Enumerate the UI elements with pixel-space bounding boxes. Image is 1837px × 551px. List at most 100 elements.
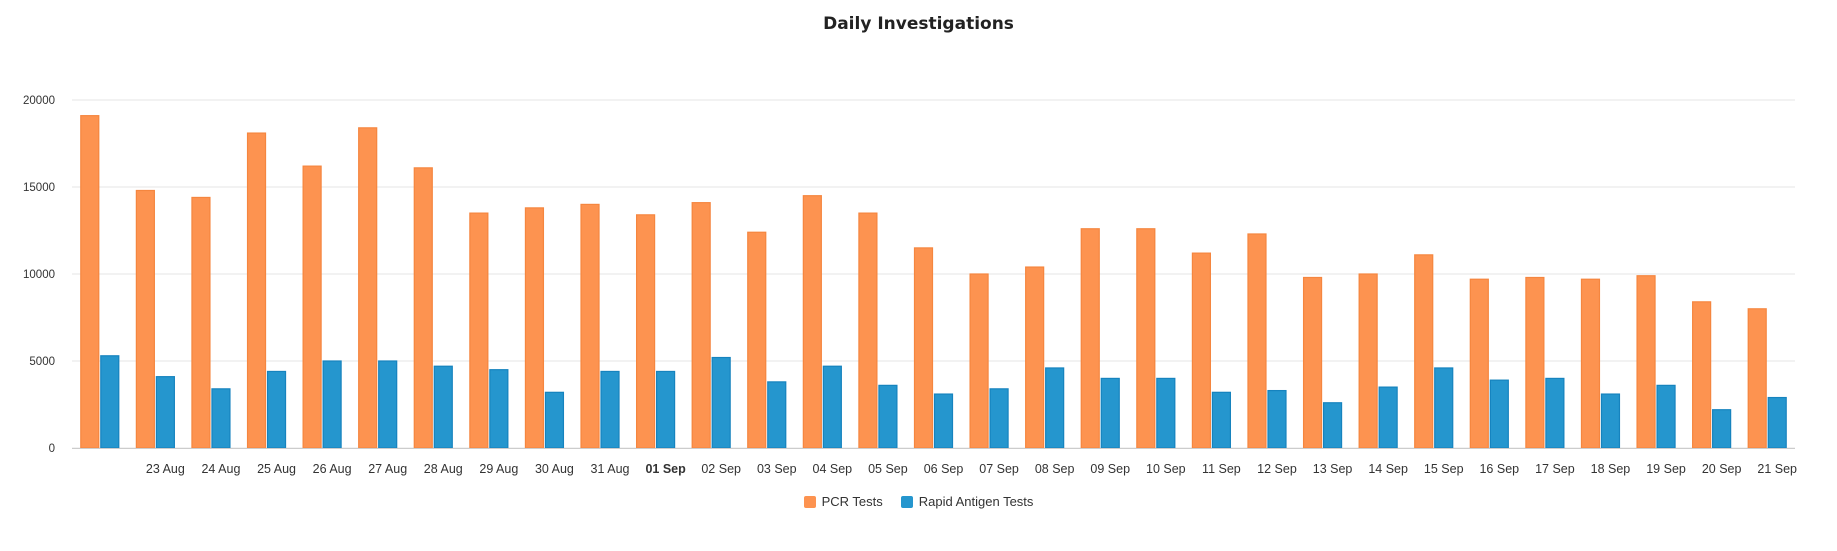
pcr-bar[interactable] bbox=[802, 195, 822, 449]
y-tick-label: 10000 bbox=[23, 269, 55, 281]
x-tick-label: 07 Sep bbox=[979, 462, 1019, 476]
pcr-bar[interactable] bbox=[747, 231, 767, 449]
rapid-antigen-bar[interactable] bbox=[266, 370, 287, 449]
pcr-bar[interactable] bbox=[1247, 233, 1267, 449]
rapid-antigen-bar[interactable] bbox=[1211, 391, 1232, 449]
y-axis: 0 5000 10000 15000 20000 bbox=[23, 95, 55, 455]
rapid-antigen-bar[interactable] bbox=[1267, 389, 1287, 449]
rapid-antigen-bar[interactable] bbox=[544, 391, 565, 449]
rapid-antigen-bar[interactable] bbox=[1656, 384, 1676, 449]
pcr-bar[interactable] bbox=[469, 212, 489, 449]
rapid-antigen-bar[interactable] bbox=[1600, 393, 1621, 449]
pcr-bar[interactable] bbox=[1692, 301, 1712, 449]
rapid-antigen-bar[interactable] bbox=[489, 369, 509, 449]
pcr-bar[interactable] bbox=[524, 207, 545, 449]
rapid-antigen-bar[interactable] bbox=[1045, 367, 1065, 449]
legend-item[interactable]: Rapid Antigen Tests bbox=[900, 494, 1033, 509]
legend-label: PCR Tests bbox=[821, 494, 883, 509]
rapid-antigen-bar[interactable] bbox=[1434, 367, 1454, 449]
x-tick-label: 14 Sep bbox=[1368, 462, 1408, 476]
x-tick-label: 09 Sep bbox=[1090, 462, 1130, 476]
x-tick-label: 31 Aug bbox=[591, 462, 630, 476]
x-tick-label: 30 Aug bbox=[535, 462, 574, 476]
x-tick-label: 13 Sep bbox=[1313, 462, 1353, 476]
pcr-bar[interactable] bbox=[1414, 254, 1434, 449]
x-tick-label: 10 Sep bbox=[1146, 462, 1186, 476]
pcr-bar[interactable] bbox=[80, 115, 100, 449]
pcr-bar[interactable] bbox=[691, 202, 711, 449]
x-tick-label: 12 Sep bbox=[1257, 462, 1297, 476]
pcr-bar[interactable] bbox=[1136, 228, 1156, 449]
x-tick-label: 29 Aug bbox=[479, 462, 518, 476]
rapid-antigen-bar[interactable] bbox=[655, 370, 676, 449]
pcr-bar[interactable] bbox=[969, 273, 989, 449]
rapid-antigen-bar[interactable] bbox=[600, 370, 620, 449]
legend-swatch bbox=[803, 495, 816, 508]
x-tick-label: 11 Sep bbox=[1202, 462, 1241, 476]
rapid-antigen-bar[interactable] bbox=[322, 360, 342, 449]
rapid-antigen-bar[interactable] bbox=[1545, 377, 1565, 449]
x-tick-label: 04 Sep bbox=[813, 462, 853, 476]
rapid-antigen-bar[interactable] bbox=[989, 388, 1009, 449]
rapid-antigen-bar[interactable] bbox=[378, 360, 398, 449]
rapid-antigen-bar[interactable] bbox=[1100, 377, 1120, 449]
x-tick-label: 21 Sep bbox=[1757, 462, 1797, 476]
pcr-bar[interactable] bbox=[1191, 252, 1212, 449]
pcr-bar[interactable] bbox=[1469, 278, 1489, 449]
y-tick-label: 20000 bbox=[23, 95, 55, 107]
pcr-bar[interactable] bbox=[858, 212, 878, 449]
pcr-bar[interactable] bbox=[1025, 266, 1045, 449]
rapid-antigen-bar[interactable] bbox=[211, 388, 231, 449]
legend: PCR Tests Rapid Antigen Tests bbox=[0, 494, 1837, 509]
pcr-bar[interactable] bbox=[358, 127, 378, 449]
y-tick-label: 5000 bbox=[29, 356, 55, 368]
rapid-antigen-bar[interactable] bbox=[433, 365, 453, 449]
pcr-bar[interactable] bbox=[1636, 275, 1656, 449]
rapid-antigen-bar[interactable] bbox=[155, 376, 175, 449]
pcr-bar[interactable] bbox=[913, 247, 934, 449]
x-tick-label: 08 Sep bbox=[1035, 462, 1075, 476]
rapid-antigen-bar[interactable] bbox=[767, 381, 787, 449]
rapid-antigen-bar[interactable] bbox=[933, 393, 954, 449]
pcr-bar[interactable] bbox=[1747, 308, 1767, 449]
rapid-antigen-bar[interactable] bbox=[1712, 409, 1732, 449]
pcr-bar[interactable] bbox=[1580, 278, 1601, 449]
x-tick-label: 05 Sep bbox=[868, 462, 908, 476]
rapid-antigen-bar[interactable] bbox=[1489, 379, 1509, 449]
rapid-antigen-bar[interactable] bbox=[1378, 386, 1398, 449]
rapid-antigen-bar[interactable] bbox=[1322, 402, 1343, 449]
x-tick-label: 19 Sep bbox=[1646, 462, 1686, 476]
pcr-bar[interactable] bbox=[135, 189, 155, 449]
x-tick-label: 02 Sep bbox=[701, 462, 741, 476]
x-tick-label: 03 Sep bbox=[757, 462, 797, 476]
x-tick-label: 24 Aug bbox=[201, 462, 240, 476]
x-tick-label: 23 Aug bbox=[146, 462, 185, 476]
x-tick-label: 26 Aug bbox=[313, 462, 352, 476]
x-tick-label: 16 Sep bbox=[1479, 462, 1519, 476]
pcr-bar[interactable] bbox=[580, 203, 600, 449]
rapid-antigen-bar[interactable] bbox=[711, 356, 731, 449]
x-tick-label: 15 Sep bbox=[1424, 462, 1464, 476]
x-tick-label: 20 Sep bbox=[1702, 462, 1742, 476]
x-tick-label: 01 Sep bbox=[645, 462, 686, 476]
x-tick-label: 17 Sep bbox=[1535, 462, 1575, 476]
legend-swatch bbox=[900, 495, 913, 508]
pcr-bar[interactable] bbox=[302, 165, 322, 449]
pcr-bar[interactable] bbox=[635, 214, 656, 449]
rapid-antigen-bar[interactable] bbox=[1156, 377, 1176, 449]
pcr-bar[interactable] bbox=[246, 132, 267, 449]
pcr-bar[interactable] bbox=[191, 196, 211, 449]
x-tick-label: 28 Aug bbox=[424, 462, 463, 476]
legend-item[interactable]: PCR Tests bbox=[803, 494, 883, 509]
rapid-antigen-bar[interactable] bbox=[1767, 396, 1787, 449]
pcr-bar[interactable] bbox=[1080, 228, 1100, 449]
pcr-bar[interactable] bbox=[413, 167, 433, 449]
rapid-antigen-bar[interactable] bbox=[878, 384, 898, 449]
rapid-antigen-bar[interactable] bbox=[100, 355, 120, 449]
pcr-bar[interactable] bbox=[1525, 276, 1545, 449]
pcr-bar[interactable] bbox=[1302, 276, 1323, 449]
pcr-bar[interactable] bbox=[1358, 273, 1378, 449]
x-axis: 23 Aug 24 Aug 25 Aug 26 Aug 27 Aug 28 Aug 29 A… bbox=[72, 448, 1797, 476]
rapid-antigen-bar[interactable] bbox=[822, 365, 842, 449]
